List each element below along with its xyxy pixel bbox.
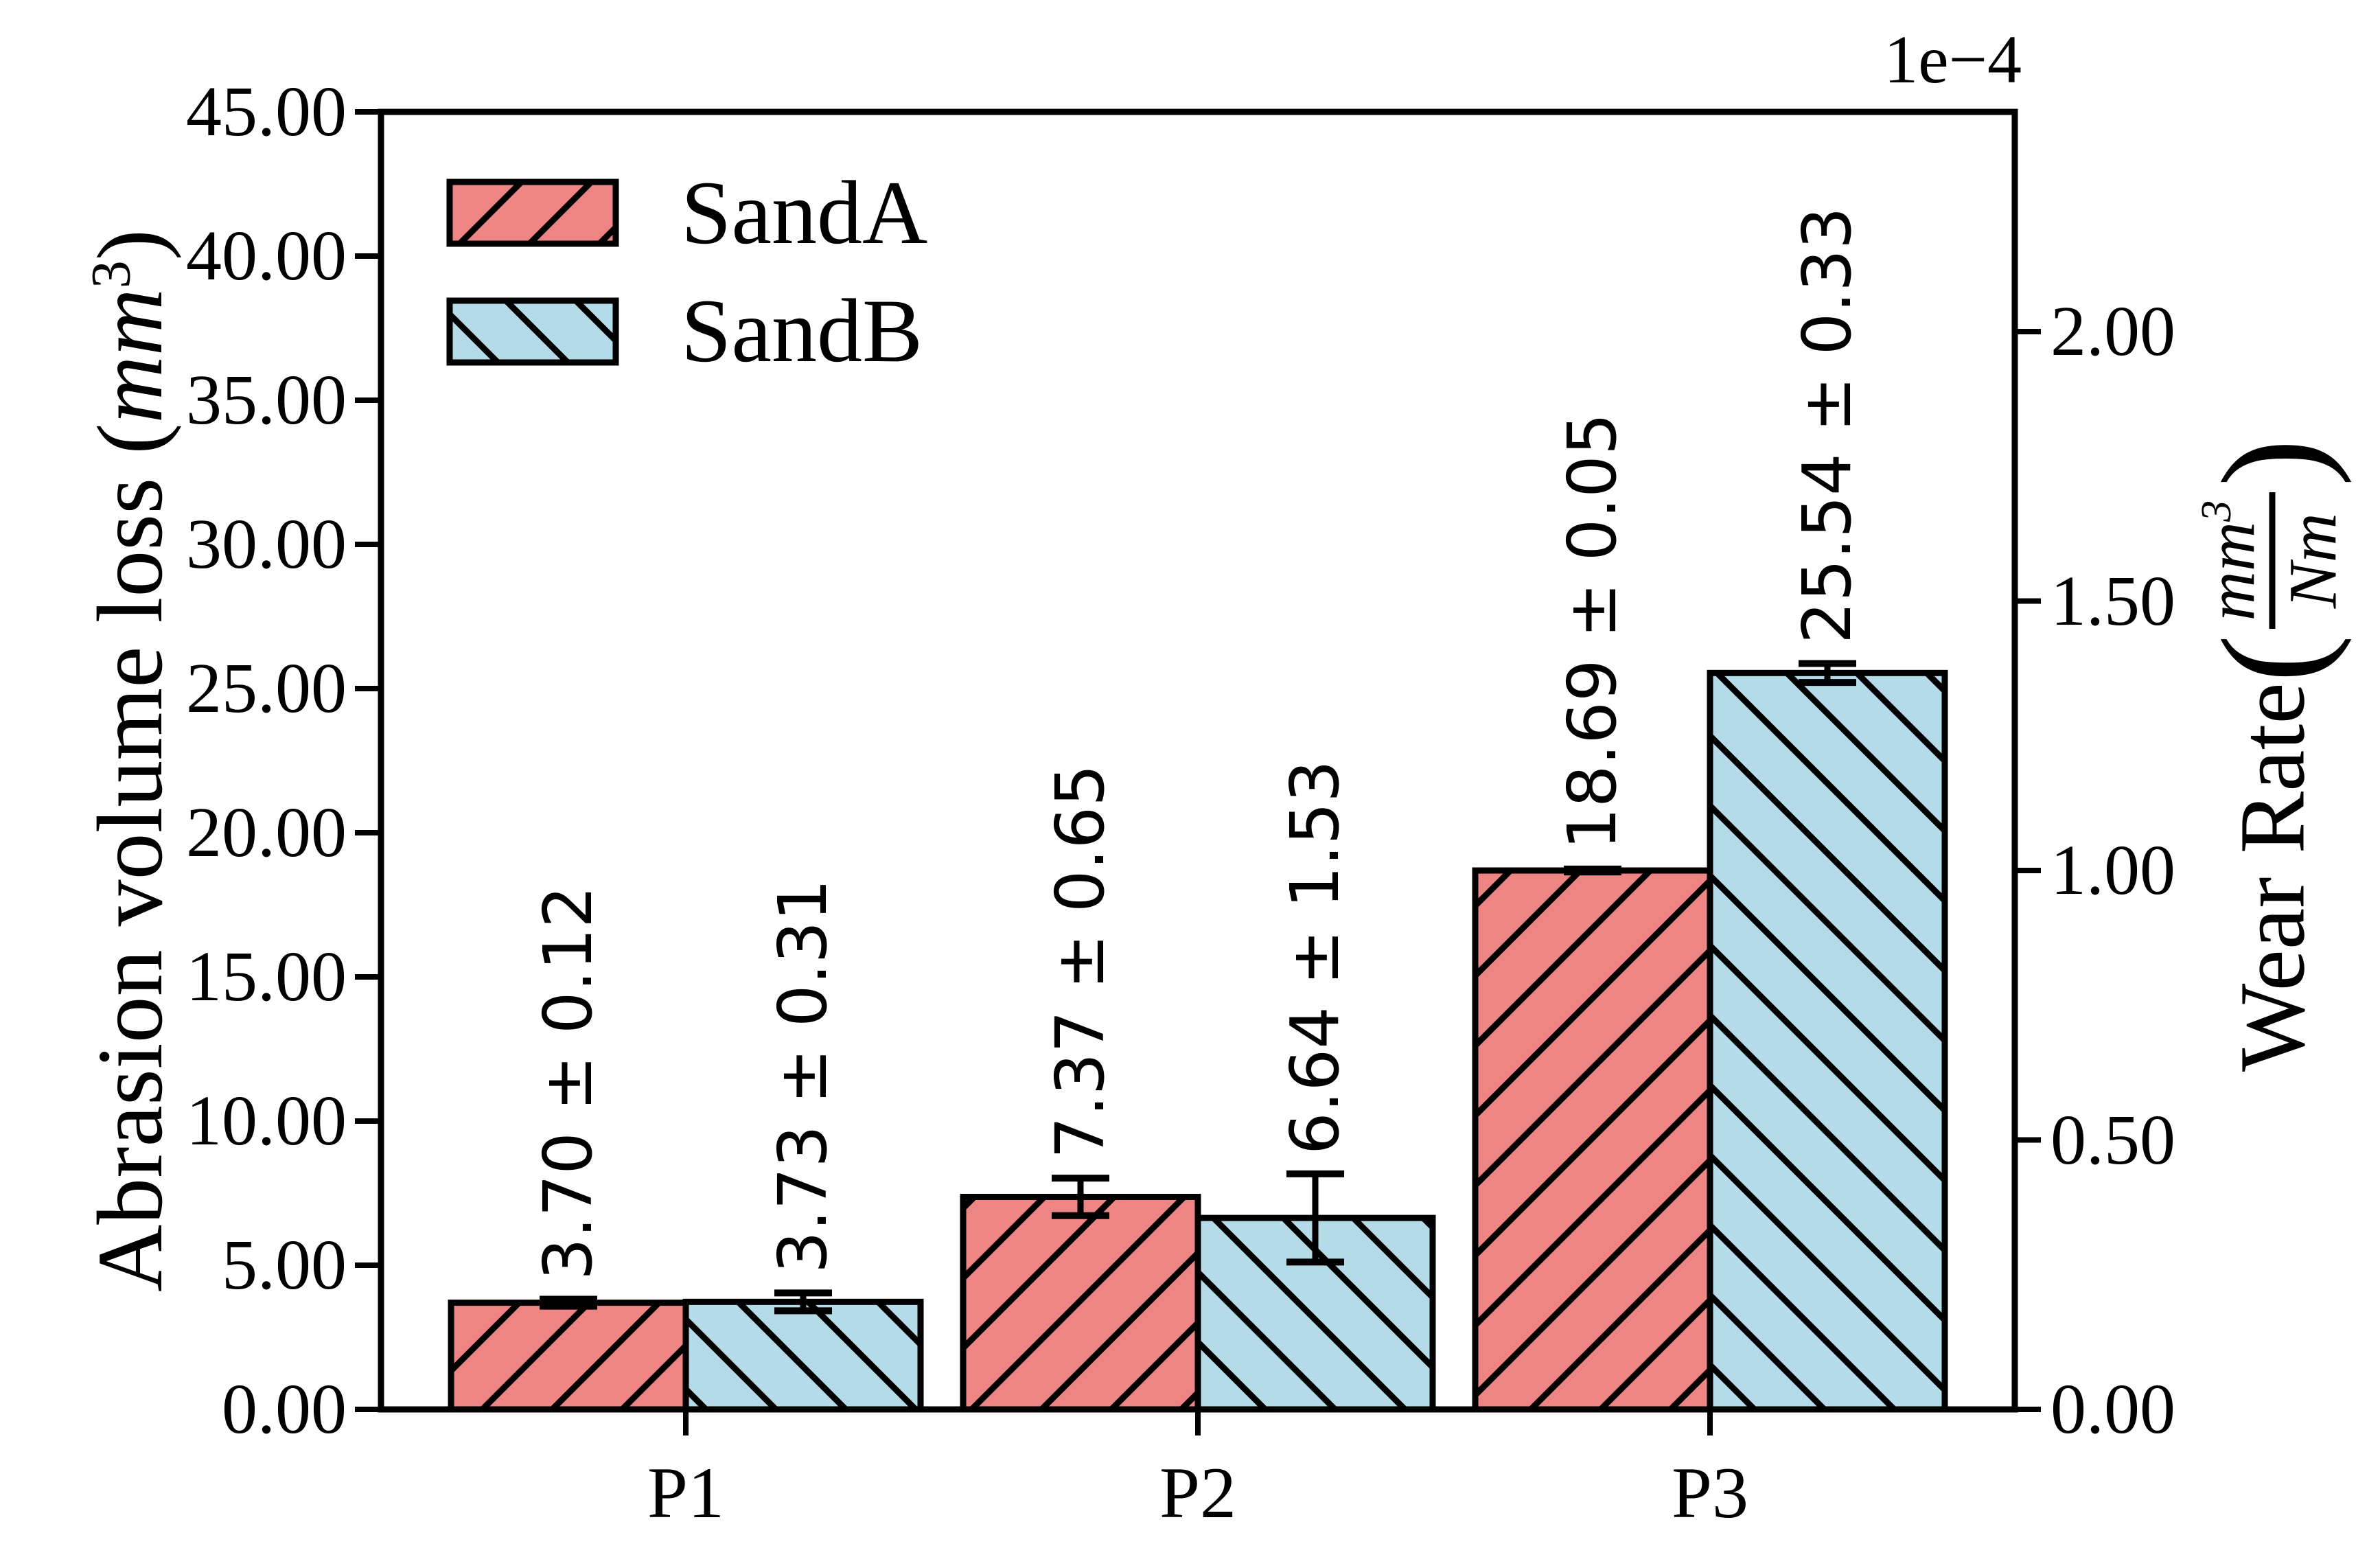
x-tick-label-p2: P2 bbox=[1159, 1453, 1236, 1533]
annotation-sandb-p2: 6.64 ± 1.53 bbox=[1276, 759, 1354, 1155]
left-axis-unit-mm: mm bbox=[79, 288, 182, 424]
left-tick-label-30.00: 30.00 bbox=[186, 505, 347, 584]
bar-sandb-p3 bbox=[1707, 669, 1948, 1413]
right-tick-label-0.00: 0.00 bbox=[2050, 1370, 2175, 1449]
legend-label-sanda: SandA bbox=[681, 162, 928, 263]
right-axis-title: Wear Rate (mm3 Nm) bbox=[2193, 438, 2352, 1072]
left-axis-title-text: Abrasion volume loss ( bbox=[79, 423, 182, 1292]
left-tick-label-5.00: 5.00 bbox=[222, 1225, 347, 1304]
annotation-sandb-p3: 25.54 ± 0.33 bbox=[1788, 207, 1866, 645]
right-tick-label-2.00: 2.00 bbox=[2050, 292, 2175, 371]
bar-sanda-p1 bbox=[448, 1300, 689, 1413]
left-axis-title: Abrasion volume loss (mm3) bbox=[76, 229, 185, 1292]
annotation-sanda-p1: 3.70 ± 0.12 bbox=[529, 885, 607, 1280]
right-tick-label-1.00: 1.00 bbox=[2050, 831, 2175, 910]
left-axis-close-paren: ) bbox=[79, 229, 182, 261]
legend-swatch-sanda bbox=[446, 178, 619, 247]
right-axis-title-text: Wear Rate bbox=[2221, 682, 2324, 1072]
error-bar-sandb-p1 bbox=[774, 1289, 832, 1315]
right-axis-offset-text: 1e−4 bbox=[1884, 21, 2022, 97]
annotation-sanda-p3: 18.69 ± 0.05 bbox=[1553, 413, 1631, 850]
bar-sanda-p2 bbox=[960, 1193, 1201, 1413]
legend-label-sandb: SandB bbox=[681, 280, 923, 381]
right-axis-close-paren: ) bbox=[2193, 438, 2352, 487]
fraction-numerator: mm3 bbox=[2193, 500, 2269, 621]
x-tick-label-p1: P1 bbox=[647, 1453, 724, 1533]
legend-swatch-sandb bbox=[446, 297, 619, 366]
error-bar-sandb-p2 bbox=[1286, 1170, 1344, 1266]
annotation-sanda-p2: 7.37 ± 0.65 bbox=[1041, 764, 1119, 1160]
right-tick-label-0.50: 0.50 bbox=[2050, 1100, 2175, 1179]
left-tick-label-20.00: 20.00 bbox=[186, 793, 347, 872]
left-tick-label-25.00: 25.00 bbox=[186, 649, 347, 728]
x-tick-label-p3: P3 bbox=[1672, 1453, 1748, 1533]
left-tick-label-15.00: 15.00 bbox=[186, 937, 347, 1016]
left-tick-label-40.00: 40.00 bbox=[186, 216, 347, 295]
error-bar-sanda-p2 bbox=[1052, 1175, 1109, 1219]
annotation-sandb-p1: 3.73 ± 0.31 bbox=[764, 879, 842, 1274]
error-bar-sandb-p3 bbox=[1799, 660, 1856, 687]
left-tick-label-0.00: 0.00 bbox=[222, 1370, 347, 1449]
bar-sandb-p1 bbox=[682, 1298, 924, 1413]
left-tick-label-45.00: 45.00 bbox=[186, 72, 347, 151]
left-tick-label-35.00: 35.00 bbox=[186, 360, 347, 439]
left-axis-unit-sup: 3 bbox=[79, 260, 142, 289]
left-tick-label-10.00: 10.00 bbox=[186, 1081, 347, 1160]
error-bar-sanda-p1 bbox=[540, 1295, 597, 1310]
right-axis-open-paren: ( bbox=[2193, 634, 2352, 683]
fraction-denominator: Nm bbox=[2274, 513, 2351, 609]
bar-sanda-p3 bbox=[1472, 867, 1713, 1413]
error-bar-sanda-p3 bbox=[1564, 865, 1621, 876]
wear-rate-unit-fraction: mm3 Nm bbox=[2193, 492, 2351, 630]
right-tick-label-1.50: 1.50 bbox=[2050, 561, 2175, 641]
